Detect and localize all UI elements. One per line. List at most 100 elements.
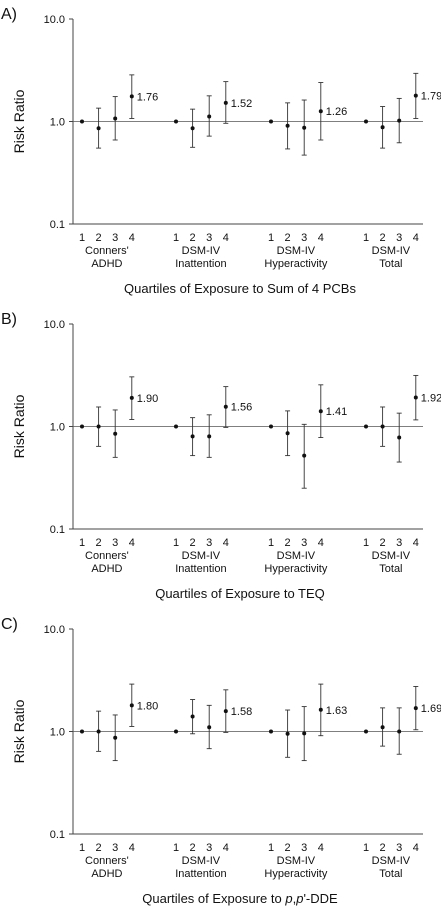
data-point bbox=[223, 100, 228, 105]
panel-label: B) bbox=[1, 311, 17, 328]
data-point bbox=[302, 453, 307, 458]
y-tick-label: 0.1 bbox=[50, 219, 65, 231]
group-label-line1: DSM-IV bbox=[182, 550, 221, 562]
y-tick-label: 10.0 bbox=[44, 624, 65, 636]
data-point bbox=[397, 729, 402, 734]
x-tick-label: 1 bbox=[173, 537, 179, 549]
x-tick-label: 4 bbox=[223, 537, 229, 549]
y-axis-label: Risk Ratio bbox=[11, 699, 27, 763]
data-point bbox=[223, 709, 228, 714]
x-tick-label: 3 bbox=[396, 232, 402, 244]
x-tick-label: 2 bbox=[380, 842, 386, 854]
data-point bbox=[80, 424, 84, 429]
x-tick-label: 1 bbox=[363, 842, 369, 854]
x-tick-label: 3 bbox=[301, 537, 307, 549]
x-tick-label: 2 bbox=[285, 537, 291, 549]
x-tick-label: 3 bbox=[112, 537, 118, 549]
x-tick-label: 1 bbox=[268, 232, 274, 244]
y-axis-label: Risk Ratio bbox=[11, 394, 27, 458]
data-point bbox=[190, 126, 195, 131]
value-label: 1.41 bbox=[326, 406, 347, 418]
y-tick-label: 10.0 bbox=[44, 14, 65, 26]
group-label-line2: Hyperactivity bbox=[264, 868, 327, 880]
data-point bbox=[174, 119, 178, 124]
data-point bbox=[269, 119, 273, 124]
x-tick-label: 1 bbox=[79, 842, 85, 854]
group-label-line1: Conners' bbox=[85, 855, 129, 867]
group-label-line2: ADHD bbox=[91, 258, 122, 270]
group-label-line2: Total bbox=[379, 563, 402, 575]
y-axis-label: Risk Ratio bbox=[11, 89, 27, 153]
x-tick-label: 1 bbox=[79, 537, 85, 549]
data-point bbox=[413, 706, 418, 711]
group-label-line2: Total bbox=[379, 868, 402, 880]
data-point bbox=[302, 125, 307, 130]
data-point bbox=[269, 729, 273, 734]
data-point bbox=[223, 404, 228, 409]
group-label-line2: Total bbox=[379, 258, 402, 270]
x-axis-label: Quartiles of Exposure to p,p'-DDE bbox=[142, 891, 338, 906]
group-label-line2: ADHD bbox=[91, 868, 122, 880]
data-point bbox=[113, 116, 118, 121]
data-point bbox=[80, 119, 84, 124]
data-point bbox=[413, 93, 418, 98]
data-point bbox=[380, 725, 385, 730]
data-point bbox=[207, 434, 212, 439]
x-tick-label: 3 bbox=[206, 537, 212, 549]
y-tick-label: 0.1 bbox=[50, 829, 65, 841]
data-point bbox=[113, 735, 118, 740]
data-point bbox=[129, 94, 134, 99]
data-point bbox=[302, 731, 307, 736]
y-tick-label: 1.0 bbox=[50, 117, 65, 129]
value-label: 1.69 bbox=[421, 703, 441, 715]
x-axis-label: Quartiles of Exposure to Sum of 4 PCBs bbox=[124, 281, 356, 296]
data-point bbox=[285, 123, 290, 128]
x-tick-label: 3 bbox=[396, 842, 402, 854]
panel-label: C) bbox=[1, 616, 18, 633]
data-point bbox=[380, 424, 385, 429]
panel-label: A) bbox=[1, 6, 17, 23]
x-tick-label: 1 bbox=[79, 232, 85, 244]
group-label-line1: DSM-IV bbox=[277, 550, 316, 562]
group-label-line2: Hyperactivity bbox=[264, 563, 327, 575]
x-tick-label: 3 bbox=[112, 232, 118, 244]
group-label-line1: Conners' bbox=[85, 245, 129, 257]
group-label-line2: Inattention bbox=[175, 258, 226, 270]
x-tick-label: 4 bbox=[223, 842, 229, 854]
data-point bbox=[285, 731, 290, 736]
data-point bbox=[190, 434, 195, 439]
value-label: 1.58 bbox=[231, 706, 252, 718]
x-tick-label: 2 bbox=[285, 232, 291, 244]
x-tick-label: 2 bbox=[190, 842, 196, 854]
x-tick-label: 1 bbox=[173, 232, 179, 244]
y-tick-label: 0.1 bbox=[50, 524, 65, 536]
x-tick-label: 2 bbox=[380, 537, 386, 549]
x-tick-label: 3 bbox=[112, 842, 118, 854]
group-label-line1: DSM-IV bbox=[182, 245, 221, 257]
data-point bbox=[380, 125, 385, 130]
data-point bbox=[207, 725, 212, 730]
x-tick-label: 2 bbox=[190, 537, 196, 549]
x-tick-label: 3 bbox=[206, 842, 212, 854]
group-label-line2: Hyperactivity bbox=[264, 258, 327, 270]
data-point bbox=[397, 118, 402, 123]
y-tick-label: 1.0 bbox=[50, 727, 65, 739]
x-tick-label: 1 bbox=[363, 232, 369, 244]
x-tick-label: 3 bbox=[206, 232, 212, 244]
x-tick-label: 4 bbox=[318, 537, 324, 549]
data-point bbox=[397, 435, 402, 440]
x-tick-label: 2 bbox=[285, 842, 291, 854]
data-point bbox=[364, 119, 368, 124]
x-tick-label: 3 bbox=[396, 537, 402, 549]
x-tick-label: 3 bbox=[301, 842, 307, 854]
x-tick-label: 4 bbox=[318, 232, 324, 244]
value-label: 1.26 bbox=[326, 106, 347, 118]
data-point bbox=[96, 729, 101, 734]
x-tick-label: 3 bbox=[301, 232, 307, 244]
x-tick-label: 2 bbox=[380, 232, 386, 244]
group-label-line2: Inattention bbox=[175, 563, 226, 575]
x-tick-label: 4 bbox=[413, 842, 419, 854]
x-tick-label: 1 bbox=[173, 842, 179, 854]
